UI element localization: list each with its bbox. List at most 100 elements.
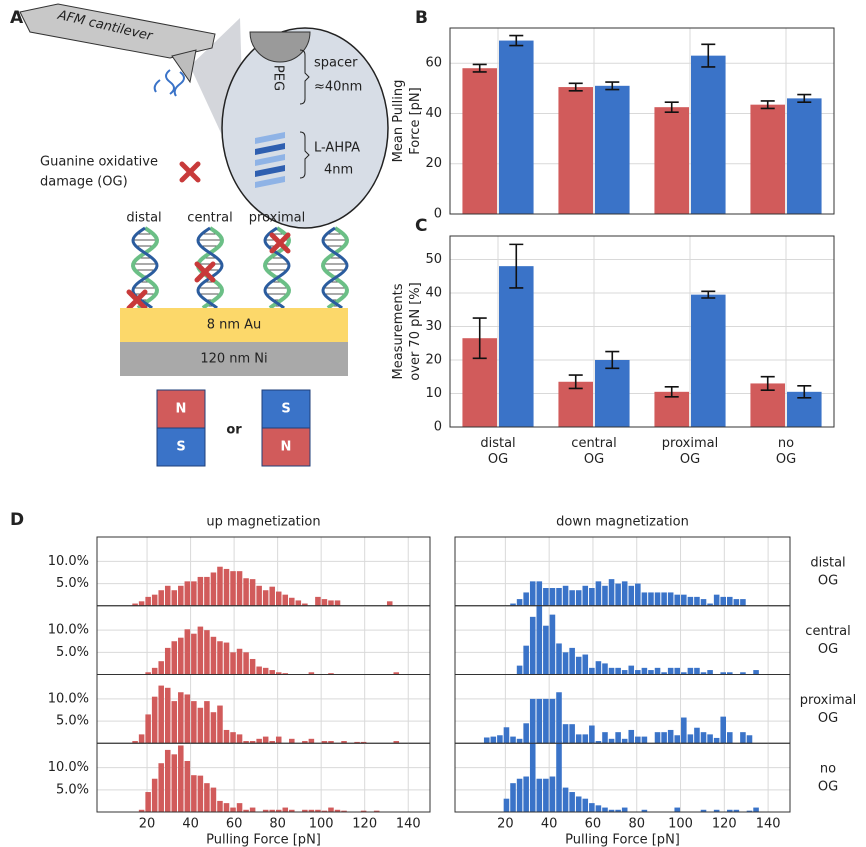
y-tick-label: 30 bbox=[425, 319, 442, 334]
damage-label: Guanine oxidative bbox=[40, 155, 158, 170]
histogram-bar bbox=[569, 590, 575, 606]
dna-helices bbox=[129, 228, 347, 308]
histogram-bar bbox=[543, 779, 549, 812]
x-tick-label: 20 bbox=[497, 817, 514, 832]
histogram-bar bbox=[753, 670, 759, 674]
y-tick-label: 5.0% bbox=[56, 714, 89, 729]
histogram-bar bbox=[530, 617, 536, 675]
histogram-bar bbox=[484, 737, 490, 743]
histogram-bar bbox=[237, 571, 243, 606]
x-tick-label: 60 bbox=[226, 817, 243, 832]
position-label: distal bbox=[126, 211, 161, 226]
bar bbox=[499, 41, 534, 214]
histogram-bar bbox=[145, 792, 151, 812]
histogram-bar bbox=[224, 803, 230, 812]
histogram-bar bbox=[661, 732, 667, 743]
histogram-bar bbox=[530, 741, 536, 812]
histogram-bar bbox=[517, 666, 523, 675]
histogram-bar bbox=[172, 590, 178, 606]
histogram-bar bbox=[615, 668, 621, 675]
histogram-bar bbox=[256, 586, 262, 606]
histogram-bar bbox=[158, 661, 164, 674]
histogram-bar bbox=[191, 581, 197, 605]
histogram-bar bbox=[582, 586, 588, 606]
x-tick-label: proximalOG bbox=[662, 436, 718, 467]
histogram-bar bbox=[576, 657, 582, 675]
histogram-bar bbox=[563, 788, 569, 812]
histogram-bar bbox=[211, 712, 217, 743]
histogram-bar bbox=[243, 578, 249, 606]
histogram-bar bbox=[661, 592, 667, 605]
histogram-bar bbox=[152, 668, 158, 675]
histogram-bar bbox=[707, 670, 713, 674]
histogram-bar bbox=[328, 600, 334, 605]
histogram-bar bbox=[582, 799, 588, 812]
histogram-bar bbox=[537, 606, 543, 675]
y-tick-label: 60 bbox=[425, 56, 442, 71]
histogram-bar bbox=[569, 724, 575, 743]
histogram-bar bbox=[315, 597, 321, 606]
panel-label: D bbox=[10, 510, 24, 530]
histogram-bar bbox=[172, 701, 178, 743]
x-tick-label: noOG bbox=[776, 436, 796, 467]
x-axis-label: Pulling Force [pN] bbox=[565, 833, 680, 847]
histogram-bar bbox=[701, 599, 707, 606]
histogram-bar bbox=[727, 732, 733, 743]
histogram-bar bbox=[517, 599, 523, 606]
histogram-bar bbox=[230, 652, 236, 674]
histogram-bar bbox=[609, 668, 615, 675]
histogram-bar bbox=[642, 592, 648, 605]
histogram-bar bbox=[707, 734, 713, 743]
histogram-bar bbox=[283, 808, 289, 812]
damage-mark bbox=[182, 164, 198, 180]
histogram-bar bbox=[191, 701, 197, 743]
histogram-bar bbox=[165, 750, 171, 812]
molecules bbox=[155, 70, 184, 96]
histogram-bar bbox=[523, 777, 529, 812]
column-title: up magnetization bbox=[206, 515, 320, 530]
y-tick-label: 0 bbox=[434, 420, 442, 435]
x-axis-label: Pulling Force [pN] bbox=[206, 833, 321, 847]
histogram-bar bbox=[211, 572, 217, 605]
histogram-bar bbox=[237, 649, 243, 675]
histogram-bar bbox=[635, 737, 641, 744]
histogram-bar bbox=[635, 670, 641, 674]
histogram-bar bbox=[563, 724, 569, 743]
histogram-bar bbox=[269, 670, 275, 674]
histogram-bar bbox=[537, 581, 543, 605]
histogram-bar bbox=[753, 808, 759, 812]
histogram-bar bbox=[628, 666, 634, 675]
histogram-bar bbox=[517, 779, 523, 812]
histogram-bar bbox=[263, 737, 269, 744]
histogram-bar bbox=[504, 799, 510, 812]
histogram-bar bbox=[256, 667, 262, 675]
bar bbox=[558, 87, 593, 214]
bar bbox=[654, 107, 689, 214]
histogram-bar bbox=[727, 597, 733, 606]
histogram-bar bbox=[139, 601, 145, 605]
histogram-bar bbox=[622, 670, 628, 674]
pole-label: S bbox=[281, 402, 290, 417]
nickel-label: 120 nm Ni bbox=[200, 352, 267, 367]
spacer-label: spacer bbox=[314, 56, 358, 71]
histogram-bar bbox=[224, 569, 230, 606]
histogram-bar bbox=[139, 734, 145, 743]
histogram-bar bbox=[681, 595, 687, 606]
charts: B0204060Mean PullingForce [pN]C010203040… bbox=[10, 8, 856, 847]
histogram-bar bbox=[263, 668, 269, 675]
histogram-bar bbox=[628, 586, 634, 606]
histogram-bar bbox=[191, 775, 197, 812]
histogram-bar bbox=[635, 584, 641, 606]
histogram-bar bbox=[550, 588, 556, 606]
histogram-bar bbox=[655, 732, 661, 743]
histogram-bar bbox=[250, 808, 256, 812]
histogram-bar bbox=[720, 597, 726, 606]
histogram-bar bbox=[504, 727, 510, 743]
histogram-bar bbox=[387, 601, 393, 605]
histogram-bar bbox=[224, 643, 230, 675]
histogram-bar bbox=[523, 592, 529, 605]
histogram-bar bbox=[740, 732, 746, 743]
histogram-bar bbox=[510, 783, 516, 812]
histogram-bar bbox=[158, 763, 164, 812]
